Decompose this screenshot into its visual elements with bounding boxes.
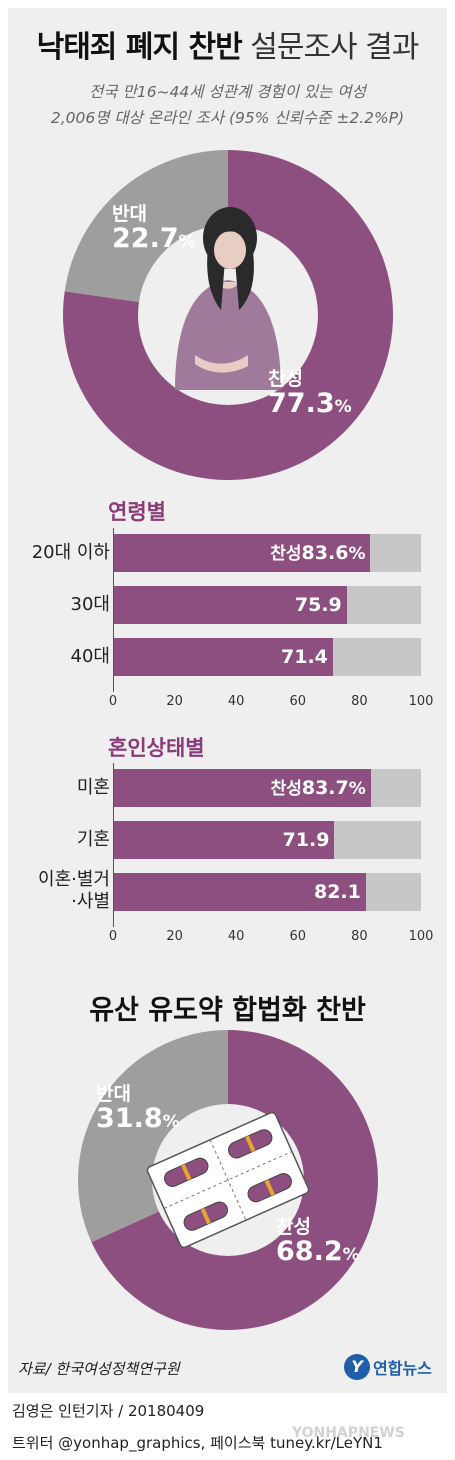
bar-axis-tick: 0 xyxy=(108,694,118,709)
bar-axis-tick: 40 xyxy=(227,694,245,709)
bar-category-label-line: 기혼 xyxy=(76,829,110,850)
bar-value-label: 찬성83.6% xyxy=(113,534,365,572)
bar-track: 71.9 xyxy=(113,821,421,859)
bar-value-label: 82.1 xyxy=(113,873,361,911)
pie1-favor-number: 77.3 xyxy=(268,387,335,419)
bar-category-label-line: 이혼·별거 xyxy=(38,869,110,890)
pie2-favor-label: 찬성 68.2% xyxy=(276,1216,360,1267)
bar-axis-tick: 0 xyxy=(108,929,118,944)
page-title: 낙태죄 폐지 찬반 설문조사 결과 xyxy=(0,22,455,66)
pie1-favor-value: 77.3% xyxy=(268,387,352,419)
abortion-pill-pie-chart xyxy=(77,1030,378,1330)
bar-axis-line xyxy=(113,763,114,927)
pie1-oppose-value: 22.7% xyxy=(112,222,196,254)
pie1-favor-name: 찬성 xyxy=(268,368,303,390)
yonhap-logo-icon: Y xyxy=(344,1354,370,1380)
bar-fill xyxy=(113,534,371,572)
bar-value-unit: % xyxy=(348,779,366,799)
pie1-favor-unit: % xyxy=(334,396,352,417)
age-bar-chart: 20대 이하 찬성83.6% 30대 75.9 40대 71.4 0 20 40 60 80 100 xyxy=(0,528,455,714)
pie1-oppose-label: 반대 22.7% xyxy=(112,203,196,254)
yonhap-logo: Y 연합뉴스 xyxy=(344,1354,432,1380)
woman-illustration-icon xyxy=(175,207,281,390)
pie2-favor-number: 68.2 xyxy=(276,1235,343,1267)
pill-blister-pack-icon xyxy=(146,1111,310,1249)
bar-axis-tick: 20 xyxy=(166,694,183,709)
pie1-favor-label: 찬성 77.3% xyxy=(268,368,352,419)
bar-axis-line xyxy=(113,528,114,692)
pie2-favor-value: 68.2% xyxy=(276,1235,360,1267)
bar-value-unit: % xyxy=(348,544,366,564)
bar-value-label: 71.9 xyxy=(113,821,330,859)
marital-bar-chart: 미혼 찬성83.7% 기혼 71.9 이혼·별거 ·사별 82.1 0 20 40 60 80 100 xyxy=(0,763,455,949)
pie1-oppose-name: 반대 xyxy=(112,203,147,225)
author-credit: 김영은 인턴기자 / 20180409 xyxy=(12,1402,205,1420)
pie2-oppose-name: 반대 xyxy=(96,1083,131,1105)
bar-value-number: 71.9 xyxy=(282,829,330,851)
bar-track: 82.1 xyxy=(113,873,421,911)
pie2-oppose-unit: % xyxy=(162,1111,180,1132)
bar-track: 찬성83.6% xyxy=(113,534,421,572)
pie2-favor-unit: % xyxy=(342,1244,360,1265)
bar-axis-tick: 60 xyxy=(289,694,307,709)
bar-fill xyxy=(113,821,335,859)
bar-value-number: 75.9 xyxy=(294,594,342,616)
bar-fill xyxy=(113,586,347,624)
bar-category-label-line: 20대 이하 xyxy=(31,542,110,563)
watermark: YONHAPNEWS xyxy=(292,1425,405,1441)
bar-value-number: 71.4 xyxy=(281,646,328,668)
bar-track: 찬성83.7% xyxy=(113,769,421,807)
bar-axis-tick: 80 xyxy=(351,694,368,709)
bar-category-label-line: 미혼 xyxy=(76,777,110,798)
social-credit: 트위터 @yonhap_graphics, 페이스북 tuney.kr/LeYN… xyxy=(12,1434,383,1452)
bar-fill xyxy=(113,769,371,807)
bar-value-label: 찬성83.7% xyxy=(113,769,366,807)
bar-value-number: 83.7 xyxy=(301,777,349,799)
bar-axis-tick: 80 xyxy=(351,929,368,944)
bar-category-label-line: 30대 xyxy=(70,594,110,615)
bar-value-number: 83.6 xyxy=(301,542,349,564)
source-note: 자료/ 한국여성정책연구원 xyxy=(18,1360,180,1378)
title-light: 설문조사 결과 xyxy=(250,30,419,65)
bar-category-label-line: 40대 xyxy=(70,646,110,667)
bar-axis-tick: 60 xyxy=(289,929,307,944)
yonhap-logo-text: 연합뉴스 xyxy=(373,1359,432,1378)
pie1-oppose-number: 22.7 xyxy=(112,222,179,254)
subtitle-line-2: 2,006명 대상 온라인 조사 (95% 신뢰수준 ±2.2%P) xyxy=(50,109,405,127)
bar-category-label: 이혼·별거 ·사별 xyxy=(38,869,110,912)
bar-value-prefix: 찬성 xyxy=(270,779,302,799)
bar-axis-tick: 100 xyxy=(408,694,434,709)
bar-category-label: 미혼 xyxy=(77,777,110,799)
subtitle-line-1: 전국 만16~44세 성관계 경험이 있는 여성 xyxy=(89,83,366,101)
title-bold: 낙태죄 폐지 찬반 xyxy=(36,30,243,65)
bar-category-label: 20대 이하 xyxy=(32,542,110,564)
bar-category-label: 기혼 xyxy=(77,829,110,851)
bar-category-label: 30대 xyxy=(71,594,110,616)
bar-value-prefix: 찬성 xyxy=(270,544,302,564)
abortion-law-pie-chart xyxy=(63,150,394,480)
pie2-oppose-value: 31.8% xyxy=(96,1102,180,1134)
marital-section-title: 혼인상태별 xyxy=(108,736,205,760)
bar-value-label: 75.9 xyxy=(113,586,342,624)
pie2-oppose-label: 반대 31.8% xyxy=(96,1083,180,1134)
age-section-title: 연령별 xyxy=(108,500,166,524)
pie2-oppose-number: 31.8 xyxy=(96,1102,163,1134)
bar-value-label: 71.4 xyxy=(113,638,328,676)
bar-category-label: 40대 xyxy=(71,646,110,668)
pie2-favor-name: 찬성 xyxy=(276,1216,311,1238)
bar-axis-tick: 20 xyxy=(166,929,183,944)
bar-track: 71.4 xyxy=(113,638,421,676)
pill-section-title: 유산 유도약 합법화 찬반 xyxy=(89,995,366,1026)
pie1-oppose-unit: % xyxy=(178,231,196,252)
bar-value-number: 82.1 xyxy=(313,881,361,903)
bar-fill xyxy=(113,873,366,911)
bar-track: 75.9 xyxy=(113,586,421,624)
bar-fill xyxy=(113,638,333,676)
bar-category-label-line: ·사별 xyxy=(71,890,110,912)
bar-axis-tick: 40 xyxy=(227,929,245,944)
bar-axis-tick: 100 xyxy=(408,929,434,944)
